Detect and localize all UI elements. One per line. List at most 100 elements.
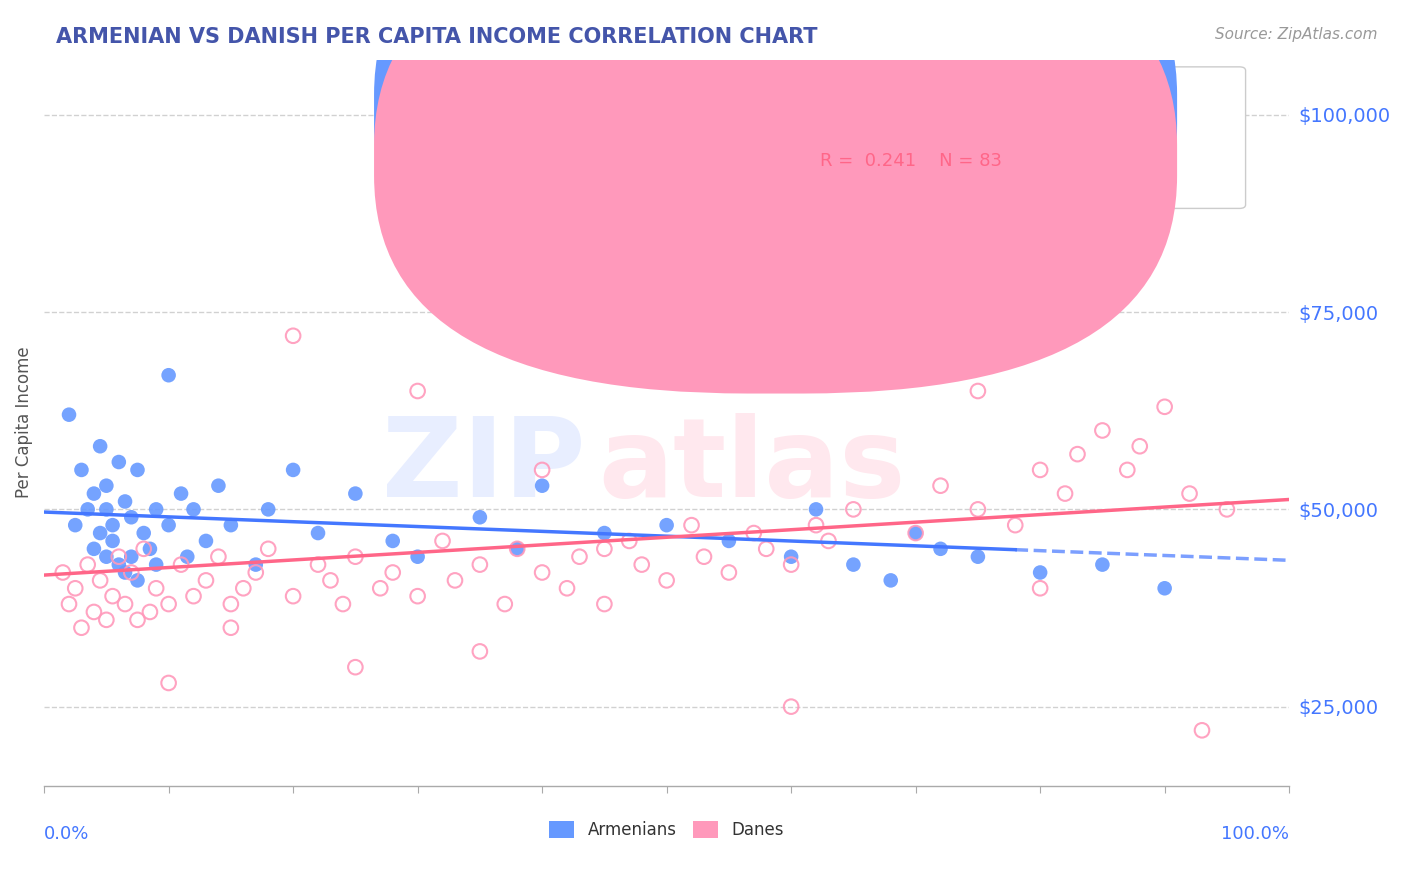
Point — [780, 699, 803, 714]
Point — [468, 644, 491, 658]
Point — [1029, 582, 1052, 596]
Point — [406, 589, 429, 603]
Point — [145, 558, 167, 572]
Point — [531, 479, 554, 493]
Point — [332, 597, 354, 611]
Point — [1216, 502, 1239, 516]
Legend: Armenians, Danes: Armenians, Danes — [550, 821, 785, 838]
Point — [70, 463, 93, 477]
Point — [717, 344, 740, 359]
Point — [307, 558, 329, 572]
Point — [281, 589, 304, 603]
Point — [114, 566, 136, 580]
Point — [132, 526, 155, 541]
Point — [127, 574, 149, 588]
Point — [232, 582, 254, 596]
Point — [114, 494, 136, 508]
Text: 100.0%: 100.0% — [1222, 825, 1289, 844]
Point — [630, 558, 652, 572]
Point — [245, 566, 267, 580]
Point — [281, 463, 304, 477]
Point — [101, 533, 124, 548]
Point — [89, 574, 111, 588]
Point — [468, 510, 491, 524]
Point — [880, 574, 903, 588]
Point — [655, 171, 678, 186]
Text: ZIP: ZIP — [382, 413, 586, 520]
Point — [194, 533, 217, 548]
Point — [655, 518, 678, 533]
Point — [257, 502, 280, 516]
Text: 0.0%: 0.0% — [44, 825, 90, 844]
Point — [1116, 463, 1139, 477]
Point — [157, 676, 180, 690]
Point — [929, 479, 952, 493]
Point — [120, 566, 142, 580]
Point — [58, 597, 80, 611]
Point — [127, 463, 149, 477]
Point — [1029, 463, 1052, 477]
Point — [157, 518, 180, 533]
FancyBboxPatch shape — [374, 0, 1177, 393]
Point — [120, 510, 142, 524]
Point — [145, 582, 167, 596]
Point — [619, 533, 641, 548]
Point — [96, 613, 118, 627]
Point — [101, 518, 124, 533]
Point — [432, 533, 454, 548]
Point — [742, 526, 765, 541]
Point — [207, 479, 229, 493]
Point — [593, 526, 616, 541]
Point — [96, 502, 118, 516]
Point — [96, 549, 118, 564]
Point — [406, 384, 429, 398]
Point — [1066, 447, 1088, 461]
Text: R = -0.300    N = 56: R = -0.300 N = 56 — [820, 101, 1002, 119]
Text: Source: ZipAtlas.com: Source: ZipAtlas.com — [1215, 27, 1378, 42]
Point — [183, 502, 205, 516]
Point — [83, 486, 105, 500]
Point — [506, 541, 529, 556]
Point — [96, 479, 118, 493]
Point — [257, 541, 280, 556]
Point — [655, 574, 678, 588]
Point — [83, 541, 105, 556]
Point — [929, 541, 952, 556]
Point — [170, 558, 193, 572]
Point — [593, 541, 616, 556]
Point — [817, 533, 839, 548]
Point — [58, 408, 80, 422]
Point — [1191, 723, 1213, 738]
Point — [120, 549, 142, 564]
Point — [114, 597, 136, 611]
Point — [194, 574, 217, 588]
Point — [183, 589, 205, 603]
Point — [1091, 558, 1114, 572]
Text: ARMENIAN VS DANISH PER CAPITA INCOME CORRELATION CHART: ARMENIAN VS DANISH PER CAPITA INCOME COR… — [56, 27, 818, 46]
Point — [219, 597, 242, 611]
Point — [219, 621, 242, 635]
Point — [804, 518, 827, 533]
FancyBboxPatch shape — [374, 0, 1177, 343]
Point — [101, 589, 124, 603]
Point — [717, 533, 740, 548]
Point — [568, 549, 591, 564]
Point — [139, 541, 162, 556]
Point — [842, 558, 865, 572]
Point — [108, 455, 131, 469]
Point — [780, 558, 803, 572]
Point — [170, 486, 193, 500]
Point — [307, 526, 329, 541]
Point — [531, 463, 554, 477]
Point — [755, 541, 778, 556]
Point — [717, 566, 740, 580]
Point — [139, 605, 162, 619]
Y-axis label: Per Capita Income: Per Capita Income — [15, 347, 32, 499]
Point — [127, 613, 149, 627]
Point — [531, 566, 554, 580]
Point — [89, 439, 111, 453]
Point — [904, 368, 927, 383]
Point — [176, 549, 198, 564]
Point — [468, 558, 491, 572]
Point — [381, 533, 404, 548]
